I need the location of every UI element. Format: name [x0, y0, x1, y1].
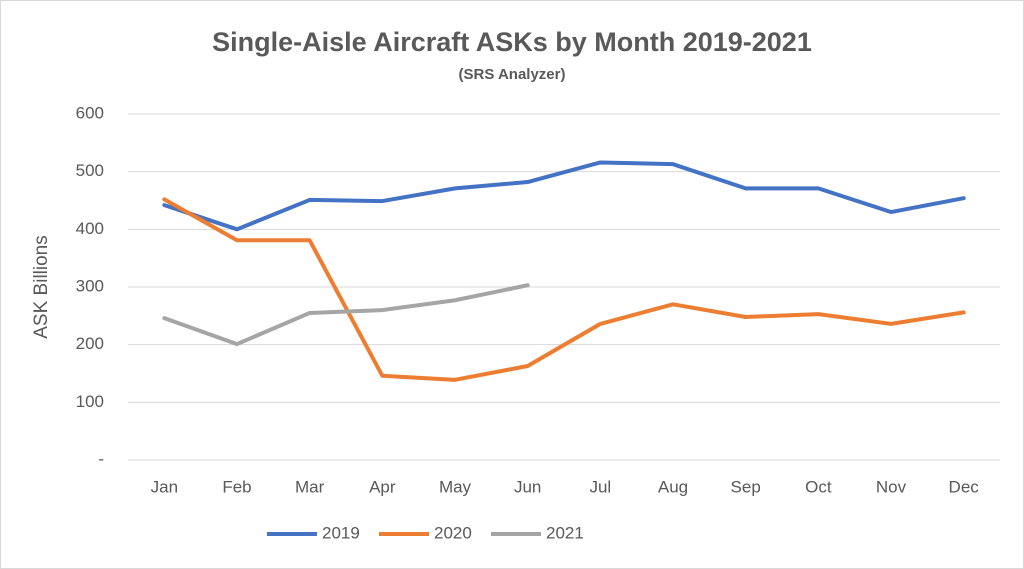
legend-label: 2020 — [434, 523, 472, 542]
x-tick-label: Jun — [514, 477, 541, 496]
y-axis-label: ASK Billions — [31, 235, 52, 339]
chart-subtitle: (SRS Analyzer) — [459, 66, 566, 83]
x-tick-label: Sep — [731, 477, 761, 496]
x-tick-label: Dec — [949, 477, 980, 496]
chart-title: Single-Aisle Aircraft ASKs by Month 2019… — [212, 27, 812, 57]
y-tick-label: 100 — [76, 392, 104, 411]
x-tick-label: Jul — [589, 477, 611, 496]
series-line — [162, 283, 530, 347]
series-line — [162, 197, 966, 382]
y-tick-label: 400 — [76, 219, 104, 238]
x-tick-label: Nov — [876, 477, 907, 496]
x-tick-label: Oct — [805, 477, 832, 496]
y-tick-label: 500 — [76, 161, 104, 180]
legend-label: 2021 — [546, 523, 584, 542]
x-tick-label: Aug — [658, 477, 688, 496]
series-line — [162, 160, 966, 232]
y-tick-label: 300 — [76, 276, 104, 295]
legend-label: 2019 — [322, 523, 360, 542]
y-tick-label: 200 — [76, 334, 104, 353]
x-tick-label: May — [439, 477, 472, 496]
x-tick-label: Apr — [369, 477, 396, 496]
x-tick-label: Jan — [151, 477, 178, 496]
y-tick-label: - — [98, 449, 104, 468]
x-tick-label: Feb — [222, 477, 251, 496]
x-tick-label: Mar — [295, 477, 325, 496]
y-tick-label: 600 — [76, 103, 104, 122]
